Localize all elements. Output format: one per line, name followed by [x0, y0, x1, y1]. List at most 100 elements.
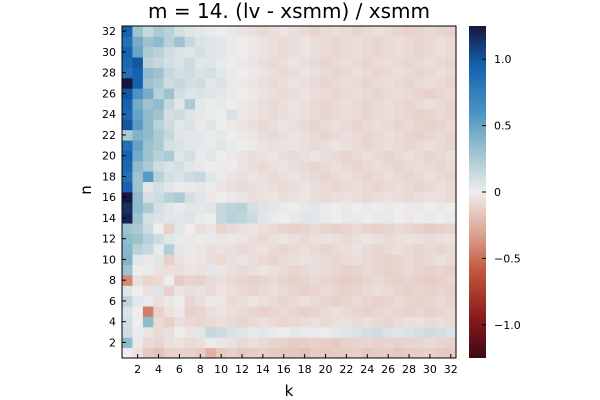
heatmap-cell	[215, 243, 227, 255]
heatmap-cell	[132, 212, 144, 224]
heatmap-cell	[424, 233, 436, 245]
heatmap-cell	[184, 337, 196, 349]
heatmap-cell	[215, 98, 227, 110]
heatmap-cell	[215, 109, 227, 120]
heatmap-cell	[132, 46, 144, 58]
heatmap-cell	[393, 326, 405, 338]
heatmap-cell	[330, 57, 342, 68]
heatmap-cell	[132, 275, 144, 286]
heatmap-cell	[184, 140, 196, 151]
heatmap-cell	[424, 160, 436, 172]
heatmap-cell	[205, 109, 217, 120]
heatmap-cell	[341, 275, 353, 286]
heatmap-cell	[435, 57, 446, 68]
heatmap-cell	[153, 98, 165, 110]
heatmap-cell	[268, 67, 279, 79]
heatmap-cell	[424, 109, 436, 120]
heatmap-cell	[382, 181, 394, 193]
heatmap-cell	[226, 67, 238, 79]
heatmap-cell	[393, 285, 405, 297]
heatmap-cell	[257, 67, 269, 79]
heatmap-cell	[414, 326, 426, 338]
heatmap-cell	[278, 223, 290, 234]
heatmap-cell	[278, 46, 290, 58]
heatmap-cell	[445, 181, 457, 193]
heatmap-cell	[205, 233, 217, 245]
heatmap-cell	[299, 181, 311, 193]
heatmap-cell	[362, 285, 373, 297]
heatmap-cell	[174, 129, 186, 141]
heatmap-cell	[215, 26, 227, 37]
heatmap-cell	[372, 26, 384, 37]
heatmap-cell	[372, 129, 384, 141]
heatmap-cell	[414, 181, 426, 193]
heatmap-cell	[309, 171, 321, 183]
heatmap-cell	[278, 254, 290, 266]
heatmap-cell	[215, 347, 227, 359]
heatmap-cell	[205, 98, 217, 110]
heatmap-cell	[132, 119, 144, 131]
heatmap-cell	[445, 275, 457, 286]
heatmap-cell	[351, 150, 363, 162]
heatmap-cell	[174, 171, 186, 183]
heatmap-cell	[320, 264, 332, 276]
heatmap-cell	[341, 46, 353, 58]
heatmap-cell	[309, 264, 321, 276]
heatmap-cell	[351, 171, 363, 183]
heatmap-cell	[424, 77, 436, 89]
heatmap-cell	[309, 67, 321, 79]
heatmap-cell	[247, 326, 259, 338]
heatmap-cell	[351, 46, 363, 58]
y-tick-label: 16	[102, 191, 116, 204]
heatmap-cell	[372, 88, 384, 100]
heatmap-cell	[257, 57, 269, 68]
heatmap-cell	[414, 337, 426, 349]
heatmap-cell	[247, 181, 259, 193]
heatmap-cell	[163, 306, 175, 317]
heatmap-cell	[122, 264, 133, 276]
heatmap-cell	[268, 98, 279, 110]
heatmap-cell	[435, 202, 446, 214]
heatmap-cell	[372, 212, 384, 224]
heatmap-cell	[362, 109, 373, 120]
heatmap-cell	[215, 129, 227, 141]
heatmap-cell	[330, 160, 342, 172]
heatmap-cell	[184, 26, 196, 37]
heatmap-cell	[330, 223, 342, 234]
heatmap-cell	[142, 57, 154, 68]
heatmap-cell	[142, 181, 154, 193]
heatmap-cell	[142, 192, 154, 203]
heatmap-cell	[299, 202, 311, 214]
heatmap-cell	[424, 306, 436, 317]
y-tick-label: 26	[102, 87, 116, 100]
heatmap-cell	[424, 223, 436, 234]
heatmap-cell	[142, 285, 154, 297]
heatmap-cell	[236, 46, 248, 58]
heatmap-cell	[236, 326, 248, 338]
heatmap-cell	[289, 160, 300, 172]
heatmap-cell	[372, 243, 384, 255]
heatmap-cell	[195, 212, 206, 224]
heatmap-cell	[424, 243, 436, 255]
heatmap-cell	[278, 337, 290, 349]
heatmap-cell	[205, 181, 217, 193]
heatmap-cell	[351, 109, 363, 120]
heatmap-cell	[153, 26, 165, 37]
heatmap-cell	[299, 275, 311, 286]
heatmap-cell	[393, 254, 405, 266]
colorbar-tick-label: 0.5	[494, 120, 512, 133]
heatmap-cell	[289, 67, 300, 79]
heatmap-cell	[257, 243, 269, 255]
heatmap-cell	[393, 233, 405, 245]
heatmap-cell	[132, 26, 144, 37]
heatmap-cell	[309, 223, 321, 234]
heatmap-cell	[330, 306, 342, 317]
heatmap-cell	[414, 140, 426, 151]
heatmap-cell	[351, 326, 363, 338]
heatmap-cell	[278, 192, 290, 203]
heatmap-cell	[205, 46, 217, 58]
heatmap-cell	[289, 98, 300, 110]
heatmap-cell	[174, 264, 186, 276]
heatmap-cell	[362, 98, 373, 110]
heatmap-cell	[341, 243, 353, 255]
